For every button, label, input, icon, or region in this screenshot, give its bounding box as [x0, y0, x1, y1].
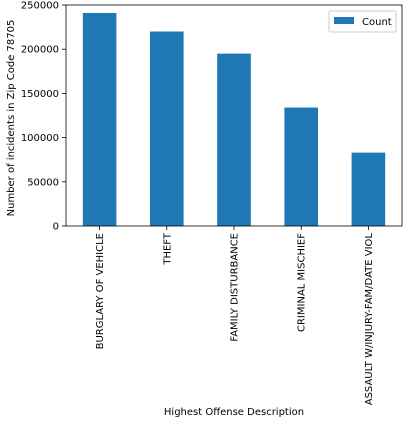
bar-3: [217, 53, 251, 227]
x-tick-label: ASSAULT W/INJURY-FAM/DATE VIOL: [364, 233, 375, 406]
y-tick-label: 150000: [21, 89, 59, 100]
bar-4: [284, 107, 318, 226]
x-tick-label: CRIMINAL MISCHIEF: [297, 233, 308, 332]
y-tick-label: 250000: [21, 1, 59, 12]
x-tick-label: THEFT: [162, 232, 173, 266]
legend-label: Count: [362, 17, 392, 28]
legend: Count: [328, 10, 397, 33]
y-axis-label: Number of incidents in Zip Code 78705: [6, 20, 17, 217]
y-tick-label: 100000: [21, 133, 59, 144]
legend-frame: [328, 10, 397, 33]
bar-2: [150, 31, 184, 226]
x-tick-label: BURGLARY OF VEHICLE: [95, 233, 106, 349]
ticks-layer: 0 50000 100000 150000 200000 250000 BURGLARY O…: [21, 1, 375, 406]
x-axis-label: Highest Offense Description: [164, 407, 304, 418]
x-tick-label: FAMILY DISTURBANCE: [230, 233, 241, 342]
bar-1: [82, 12, 117, 226]
y-tick-label: 0: [53, 222, 59, 233]
legend-swatch: [334, 17, 354, 24]
y-tick-label: 200000: [21, 45, 59, 56]
bar-5: [351, 152, 386, 226]
bars-layer: [82, 12, 386, 227]
y-tick-label: 50000: [27, 177, 59, 188]
